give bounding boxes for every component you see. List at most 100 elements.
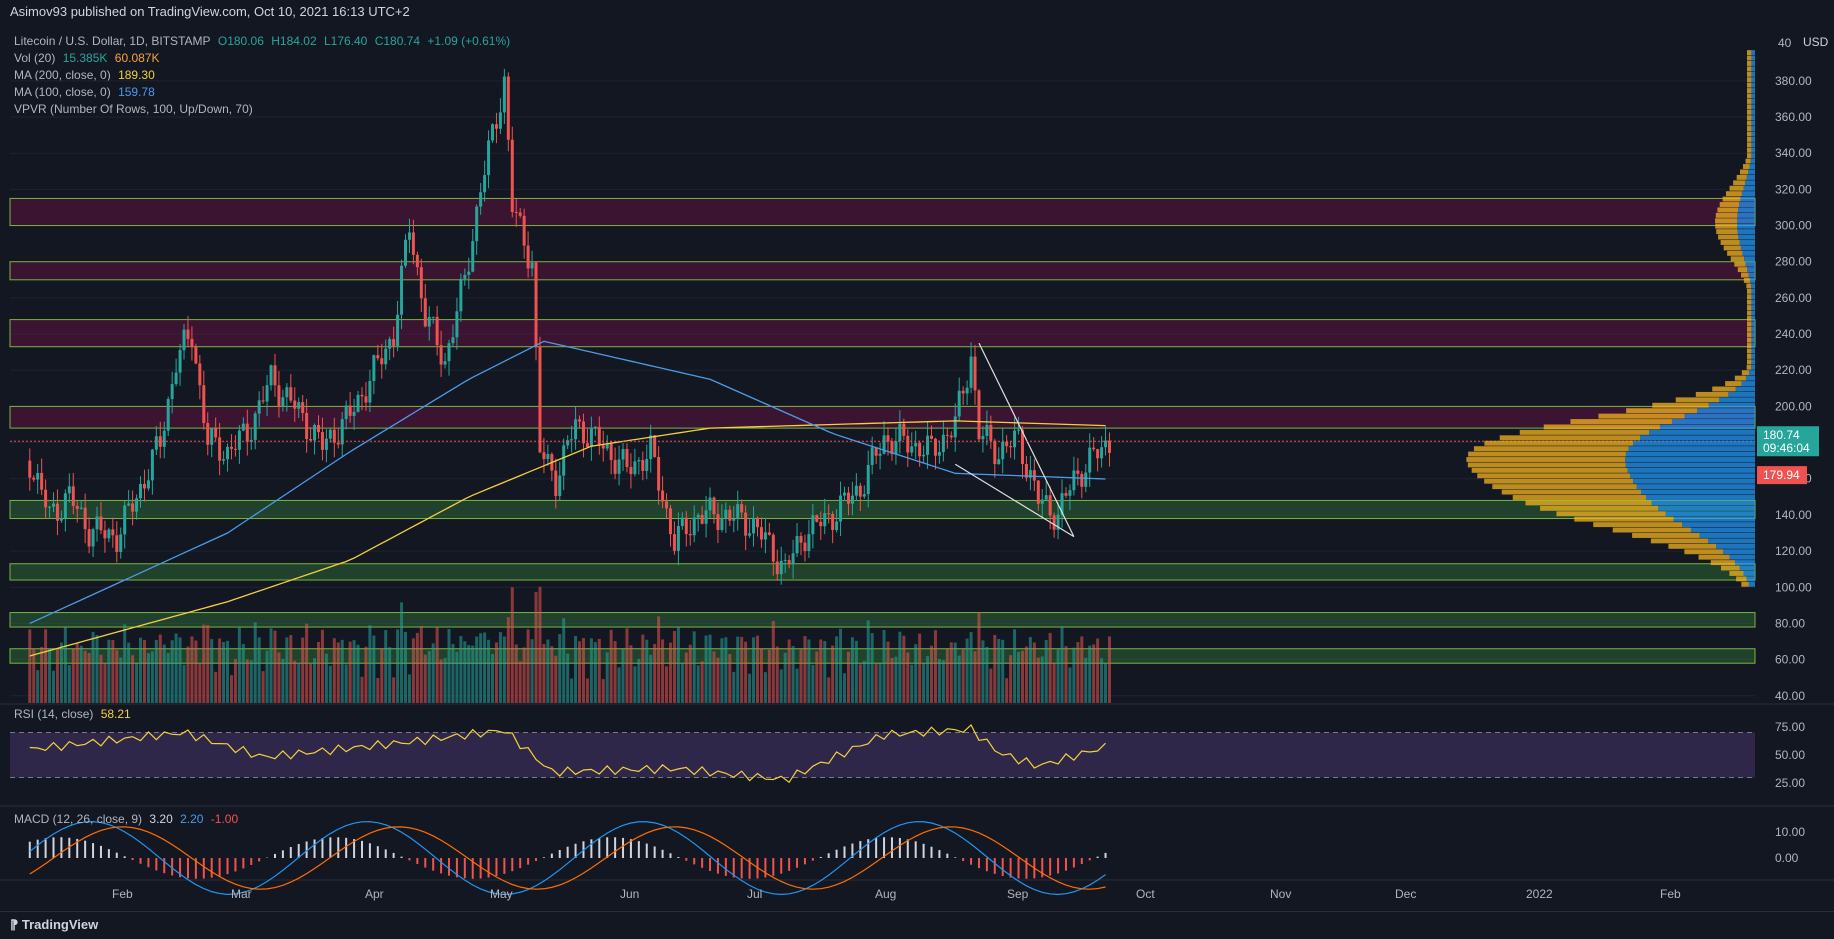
vpvr-down-bar [1671,419,1755,424]
macd-histogram-bar [811,858,814,861]
volume-bar [621,649,625,703]
macd-histogram-bar [107,849,110,858]
volume-bar [170,640,174,703]
price-tick-label: 40.00 [1775,689,1805,703]
volume-bar [494,642,498,703]
volume-bar [625,628,629,703]
vpvr-down-bar [1751,131,1755,137]
macd-histogram-bar [281,850,284,858]
candle-body [119,534,123,552]
macd-histogram-bar [843,846,846,858]
candle-body [297,402,301,409]
volume-bar [63,627,67,703]
ma100-label: MA (100, close, 0) [14,85,111,99]
volume-bar [657,616,661,703]
candle-body [696,514,700,518]
volume-bar [222,642,226,703]
candle-body [700,514,704,524]
volume-bar [518,661,522,703]
volume-bar [538,586,542,703]
volume-bar [969,632,973,703]
volume-bar [692,631,696,703]
candle-body [763,532,767,540]
vpvr-up-bar [1747,131,1752,137]
currency-label: USD [1803,35,1829,49]
candle-body [835,521,839,531]
vpvr-down-bar [1751,147,1755,153]
macd-histogram-bar [115,852,118,858]
vpvr-up-bar [1727,250,1743,256]
macd-histogram-bar [629,839,632,858]
vpvr-down-bar [1751,364,1755,370]
candle-body [320,432,324,450]
candle-body [542,452,546,460]
candle-body [609,443,613,460]
vpvr-up-bar [1736,174,1747,180]
volume-bar [989,668,993,703]
vpvr-down-bar [1748,169,1755,175]
macd-histogram-bar [701,858,704,868]
vpvr-down-bar [1751,153,1755,159]
macd-histogram-bar [1072,858,1075,868]
volume-bar [949,642,953,703]
macd-histogram-bar [1104,852,1107,858]
macd-histogram-bar [1041,858,1044,878]
vpvr-up-bar [1737,267,1748,273]
vpvr-down-bar [1743,185,1755,191]
volume-bar [676,626,680,703]
volume-bar [233,659,237,703]
volume-bar [629,645,633,703]
support-zone [9,499,1756,520]
volume-bar [55,648,59,703]
candle-body [483,175,487,193]
volume-bar [985,646,989,703]
volume-bar [483,632,487,703]
vpvr-down-bar [1658,505,1755,511]
candle-body [502,76,506,113]
vpvr-down-bar [1751,321,1755,327]
macd-histogram-bar [645,843,648,858]
volume-bar [755,635,759,703]
macd-histogram-bar [819,856,822,858]
volume-bar [376,678,380,703]
macd-histogram-bar [653,846,656,858]
candle-body [206,423,210,445]
macd-histogram-bar [914,841,917,858]
candle-body [957,390,961,417]
candle-body [396,314,400,346]
candle-body [198,363,202,386]
candle-body [1040,499,1044,504]
volume-bar [668,642,672,703]
candle-body [985,424,989,436]
candle-body [407,232,411,240]
macd-histogram-bar [1057,858,1060,874]
volume-bar [392,677,396,703]
time-tick-label: Feb [1660,887,1681,901]
macd-histogram-bar [289,847,292,858]
macd-signal-value: 2.20 [180,812,204,826]
volume-bar [384,630,388,703]
vpvr-up-bar [1722,196,1741,202]
candle-body [684,517,688,535]
volume-bar [1056,649,1060,703]
vpvr-up-bar [1718,234,1739,240]
candle-body [578,419,582,422]
macd-hist-value: -1.00 [210,812,239,826]
macd-line [29,821,1106,896]
candle-body [589,427,593,448]
volume-bar [593,642,597,703]
candle-body [36,472,40,480]
candle-body [672,534,676,551]
macd-histogram-bar [384,849,387,858]
candle-body [103,530,107,539]
vpvr-down-bar [1751,50,1755,56]
vpvr-up-bar [1626,408,1698,414]
candle-body [977,390,981,440]
trendline [954,463,1075,538]
macd-histogram-bar [732,858,735,878]
vpvr-down-bar [1751,55,1755,61]
volume-bar [313,658,317,703]
vpvr-down-bar [1751,326,1755,332]
macd-histogram-bar [542,857,545,858]
